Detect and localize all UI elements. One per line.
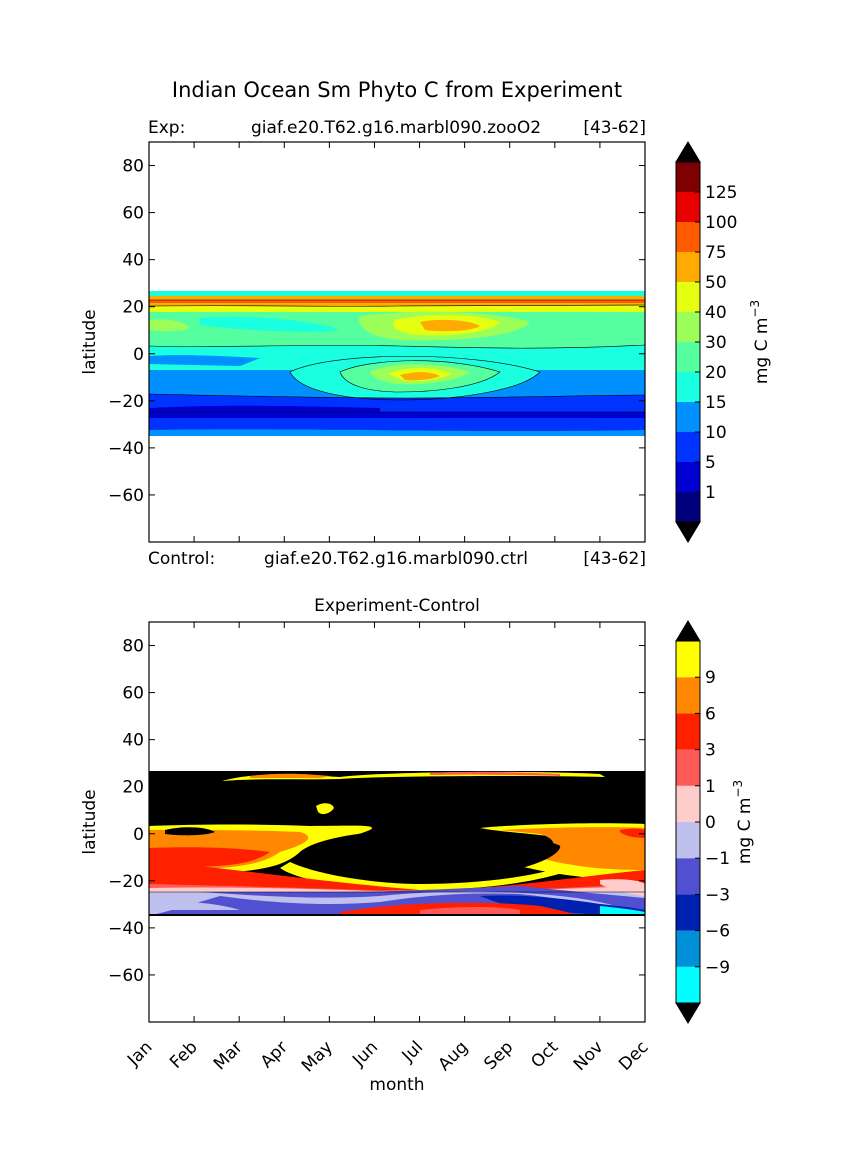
y-tick-label: 20	[122, 778, 144, 798]
colorbar-segment	[676, 312, 700, 342]
difference-y-axis: 80 60 40 20 0 −20 −40 −60	[108, 622, 646, 1022]
colorbar-segment	[676, 930, 700, 967]
x-tick-label: Nov	[570, 1037, 608, 1075]
colorbar-segment	[676, 641, 700, 678]
colorbar-tick-label: 10	[705, 423, 727, 443]
exp-header-years: [43-62]	[583, 118, 646, 138]
difference-y-label: latitude	[80, 789, 100, 854]
y-tick-label: 80	[122, 157, 144, 177]
colorbar-tick-label: 40	[705, 303, 727, 323]
y-tick-label: 40	[122, 251, 144, 271]
difference-x-label: month	[369, 1075, 424, 1095]
y-tick-label: −20	[108, 392, 144, 412]
colorbar-segment	[676, 252, 700, 282]
experiment-plot-frame	[148, 141, 646, 543]
colorbar-tick-label: 50	[705, 273, 727, 293]
colorbar-tick-label: 1	[705, 483, 716, 503]
colorbar-segment	[676, 282, 700, 312]
colorbar-tick-label: 75	[705, 243, 727, 263]
colorbar-segment	[676, 402, 700, 432]
x-tick-label: Aug	[435, 1037, 473, 1075]
colorbar-segment	[676, 749, 700, 786]
y-tick-label: 40	[122, 731, 144, 751]
y-tick-label: −40	[108, 919, 144, 939]
colorbar-segment	[676, 492, 700, 522]
colorbar-segment	[676, 342, 700, 372]
y-tick-label: 60	[122, 684, 144, 704]
x-tick-label: Apr	[257, 1037, 292, 1072]
difference-colorbar: −9 −6 −3 −1 0 1 3 6 9	[675, 620, 730, 1024]
colorbar-tick-label: 1	[705, 777, 716, 797]
control-header-years: [43-62]	[583, 549, 646, 569]
colorbar-segment	[676, 222, 700, 252]
y-tick-label: −20	[108, 872, 144, 892]
x-tick-label: Dec	[615, 1037, 652, 1074]
colorbar-segment	[676, 462, 700, 492]
x-tick-label: Jul	[398, 1037, 427, 1066]
x-tick-label: Jan	[123, 1037, 156, 1070]
x-tick-label: Sep	[480, 1037, 517, 1074]
colorbar-segment	[676, 713, 700, 750]
colorbar-segment	[676, 966, 700, 1003]
figure-title: Indian Ocean Sm Phyto C from Experiment	[172, 78, 622, 102]
colorbar-tick-label: −3	[705, 885, 730, 905]
colorbar-tick-label: 20	[705, 363, 727, 383]
colorbar-extend-under	[675, 521, 701, 543]
difference-x-axis: Jan Feb Mar Apr May Jun Jul Aug Sep Oct Nov Dec	[123, 1037, 652, 1076]
colorbar-segment	[676, 858, 700, 895]
experiment-panel: Exp: giaf.e20.T62.g16.marbl090.zooO2 [43…	[80, 118, 772, 543]
colorbar-segment	[676, 192, 700, 222]
difference-plot-frame	[148, 621, 646, 1023]
colorbar-segment	[676, 432, 700, 462]
experiment-contour-field	[149, 291, 645, 436]
colorbar-tick-label: 30	[705, 333, 727, 353]
experiment-colorbar-label: mg C m−3	[748, 300, 772, 384]
exp-header-case: giaf.e20.T62.g16.marbl090.zooO2	[251, 118, 541, 138]
x-tick-label: May	[298, 1037, 337, 1076]
colorbar-tick-label: −1	[705, 849, 730, 869]
y-tick-label: −60	[108, 486, 144, 506]
colorbar-tick-label: 9	[705, 668, 716, 688]
colorbar-segment	[676, 894, 700, 931]
x-tick-label: Oct	[527, 1037, 562, 1072]
colorbar-segment	[676, 785, 700, 822]
difference-title: Experiment-Control	[314, 596, 480, 616]
colorbar-tick-label: 125	[705, 183, 737, 203]
difference-colorbar-label: mg C m−3	[731, 780, 755, 864]
colorbar-tick-label: 100	[705, 213, 737, 233]
colorbar-tick-label: −9	[705, 958, 730, 978]
x-tick-label: Feb	[166, 1037, 201, 1072]
colorbar-tick-label: 6	[705, 704, 716, 724]
colorbar-extend-over	[675, 620, 701, 642]
colorbar-tick-label: 3	[705, 741, 716, 761]
y-tick-label: 60	[122, 204, 144, 224]
y-tick-label: 0	[133, 825, 144, 845]
control-header-case: giaf.e20.T62.g16.marbl090.ctrl	[264, 549, 528, 569]
colorbar-extend-under	[675, 1002, 701, 1024]
colorbar-segment	[676, 822, 700, 859]
difference-panel: Control: giaf.e20.T62.g16.marbl090.ctrl …	[80, 549, 755, 1095]
colorbar-tick-label: 5	[705, 453, 716, 473]
difference-contour-field	[149, 771, 645, 916]
colorbar-tick-label: −6	[705, 922, 730, 942]
colorbar-segment	[676, 162, 700, 192]
y-tick-label: −40	[108, 439, 144, 459]
experiment-y-label: latitude	[80, 309, 100, 374]
colorbar-tick-label: 15	[705, 393, 727, 413]
y-tick-label: 0	[133, 345, 144, 365]
colorbar-tick-label: 0	[705, 813, 716, 833]
y-tick-label: −60	[108, 966, 144, 986]
colorbar-segment	[676, 372, 700, 402]
y-tick-label: 20	[122, 298, 144, 318]
colorbar-segment	[676, 677, 700, 714]
colorbar-extend-over	[675, 141, 701, 163]
x-tick-label: Mar	[210, 1037, 247, 1074]
control-header-label: Control:	[148, 549, 215, 569]
exp-header-label: Exp:	[148, 118, 185, 138]
experiment-y-axis: 80 60 40 20 0 −20 −40 −60	[108, 142, 646, 542]
x-tick-label: Jun	[348, 1037, 382, 1071]
y-tick-label: 80	[122, 637, 144, 657]
